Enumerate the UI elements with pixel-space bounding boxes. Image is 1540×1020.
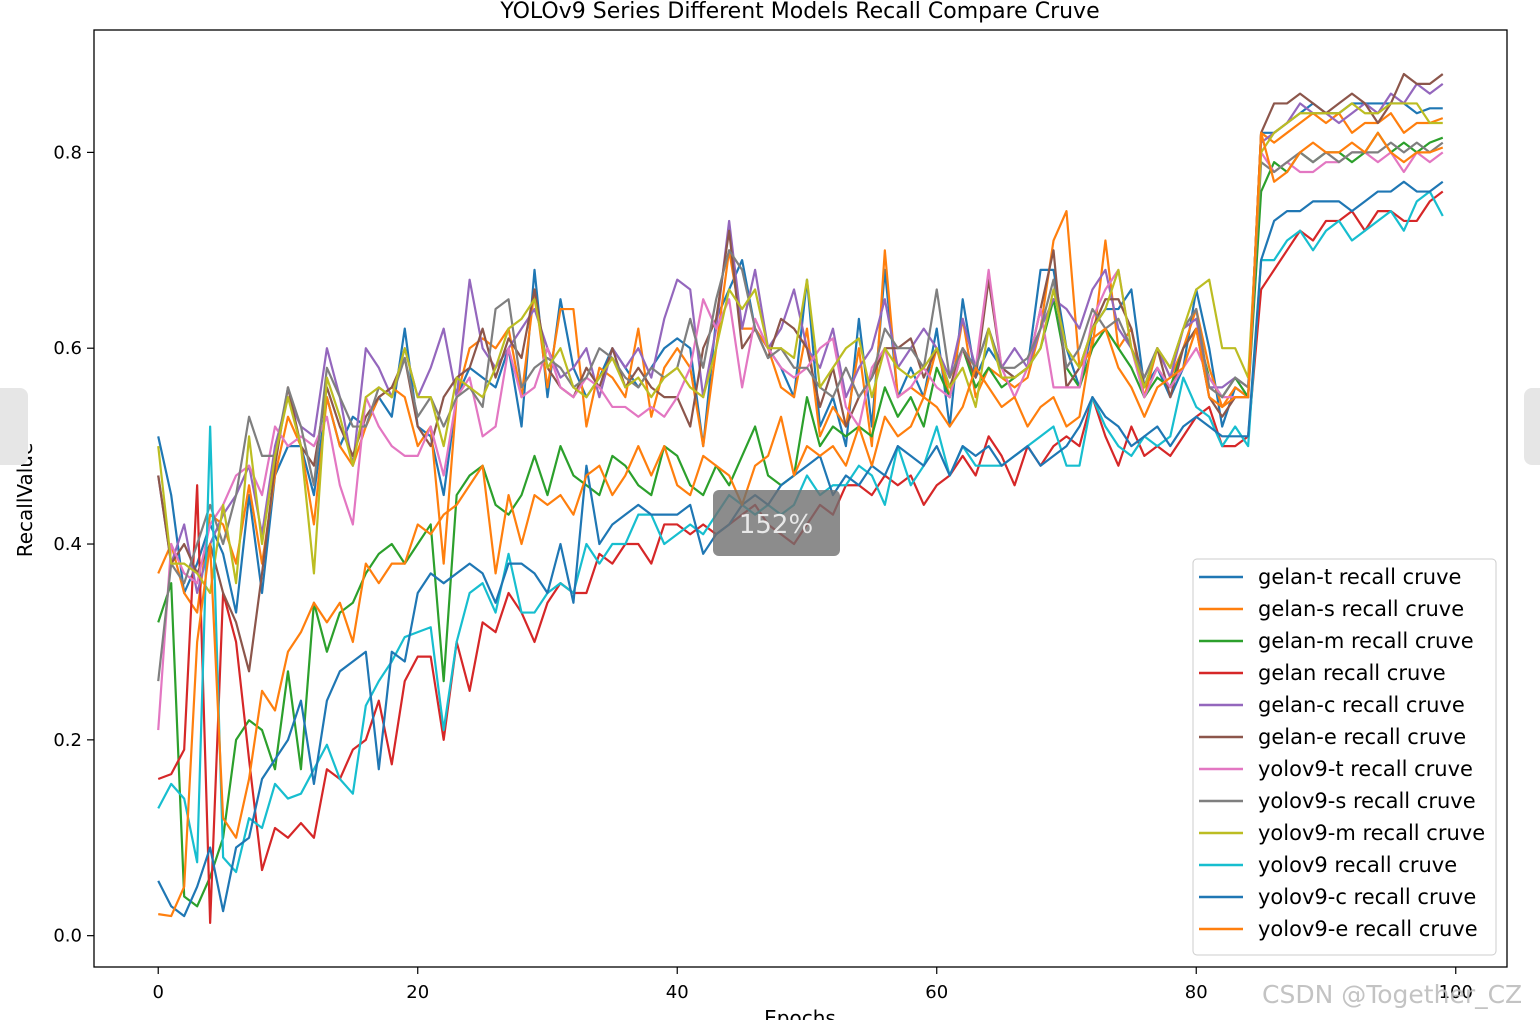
ticks: 0 20 40 60 80 100 0.0 0.2 0.4 0.6 0.8: [53, 142, 1473, 1003]
x-axis-label: Epochs: [764, 1006, 836, 1020]
legend-label: gelan-s recall cruve: [1258, 597, 1464, 621]
y-tick-label: 0.4: [53, 534, 82, 555]
legend-label: yolov9-s recall cruve: [1258, 789, 1476, 813]
series-line: [157, 141, 1444, 682]
y-tick-label: 0.6: [53, 338, 82, 359]
left-side-tab[interactable]: [0, 388, 28, 465]
legend-label: yolov9-m recall cruve: [1258, 821, 1485, 845]
x-tick-label: 0: [153, 982, 164, 1003]
y-tick-label: 0.0: [53, 926, 82, 947]
x-tick-label: 80: [1185, 982, 1208, 1003]
y-tick-label: 0.8: [53, 142, 82, 163]
series-line: [157, 151, 1444, 731]
legend-box: [1192, 558, 1497, 956]
legend-label: yolov9-t recall cruve: [1258, 757, 1473, 781]
series-line: [157, 180, 1444, 918]
y-tick-label: 0.2: [53, 730, 82, 751]
zoom-overlay: [713, 490, 840, 556]
series-line: [157, 102, 1443, 595]
legend-label: gelan-e recall cruve: [1258, 725, 1466, 749]
legend-label: gelan-t recall cruve: [1258, 565, 1461, 589]
zoom-text: 152%: [739, 510, 813, 540]
legend-label: gelan-c recall cruve: [1258, 693, 1465, 717]
plot-frame: [93, 29, 1508, 968]
right-side-tab[interactable]: [1524, 388, 1540, 465]
chart-title: YOLOv9 Series Different Models Recall Co…: [499, 0, 1099, 24]
x-tick-label: 40: [666, 982, 689, 1003]
x-tick-label: 100: [1439, 982, 1473, 1003]
legend-label: gelan recall cruve: [1258, 661, 1446, 685]
legend-label: yolov9 recall cruve: [1258, 853, 1457, 877]
series-line: [158, 131, 1444, 918]
legend-label: yolov9-e recall cruve: [1258, 917, 1478, 941]
legend-label: gelan-m recall cruve: [1258, 629, 1474, 653]
watermark: CSDN @Together_CZ: [1262, 980, 1522, 1009]
x-tick-label: 60: [925, 982, 948, 1003]
x-tick-label: 20: [406, 982, 429, 1003]
legend: gelan-t recall cruve gelan-s recall cruve…: [1192, 558, 1497, 956]
legend-label: yolov9-c recall cruve: [1258, 885, 1476, 909]
